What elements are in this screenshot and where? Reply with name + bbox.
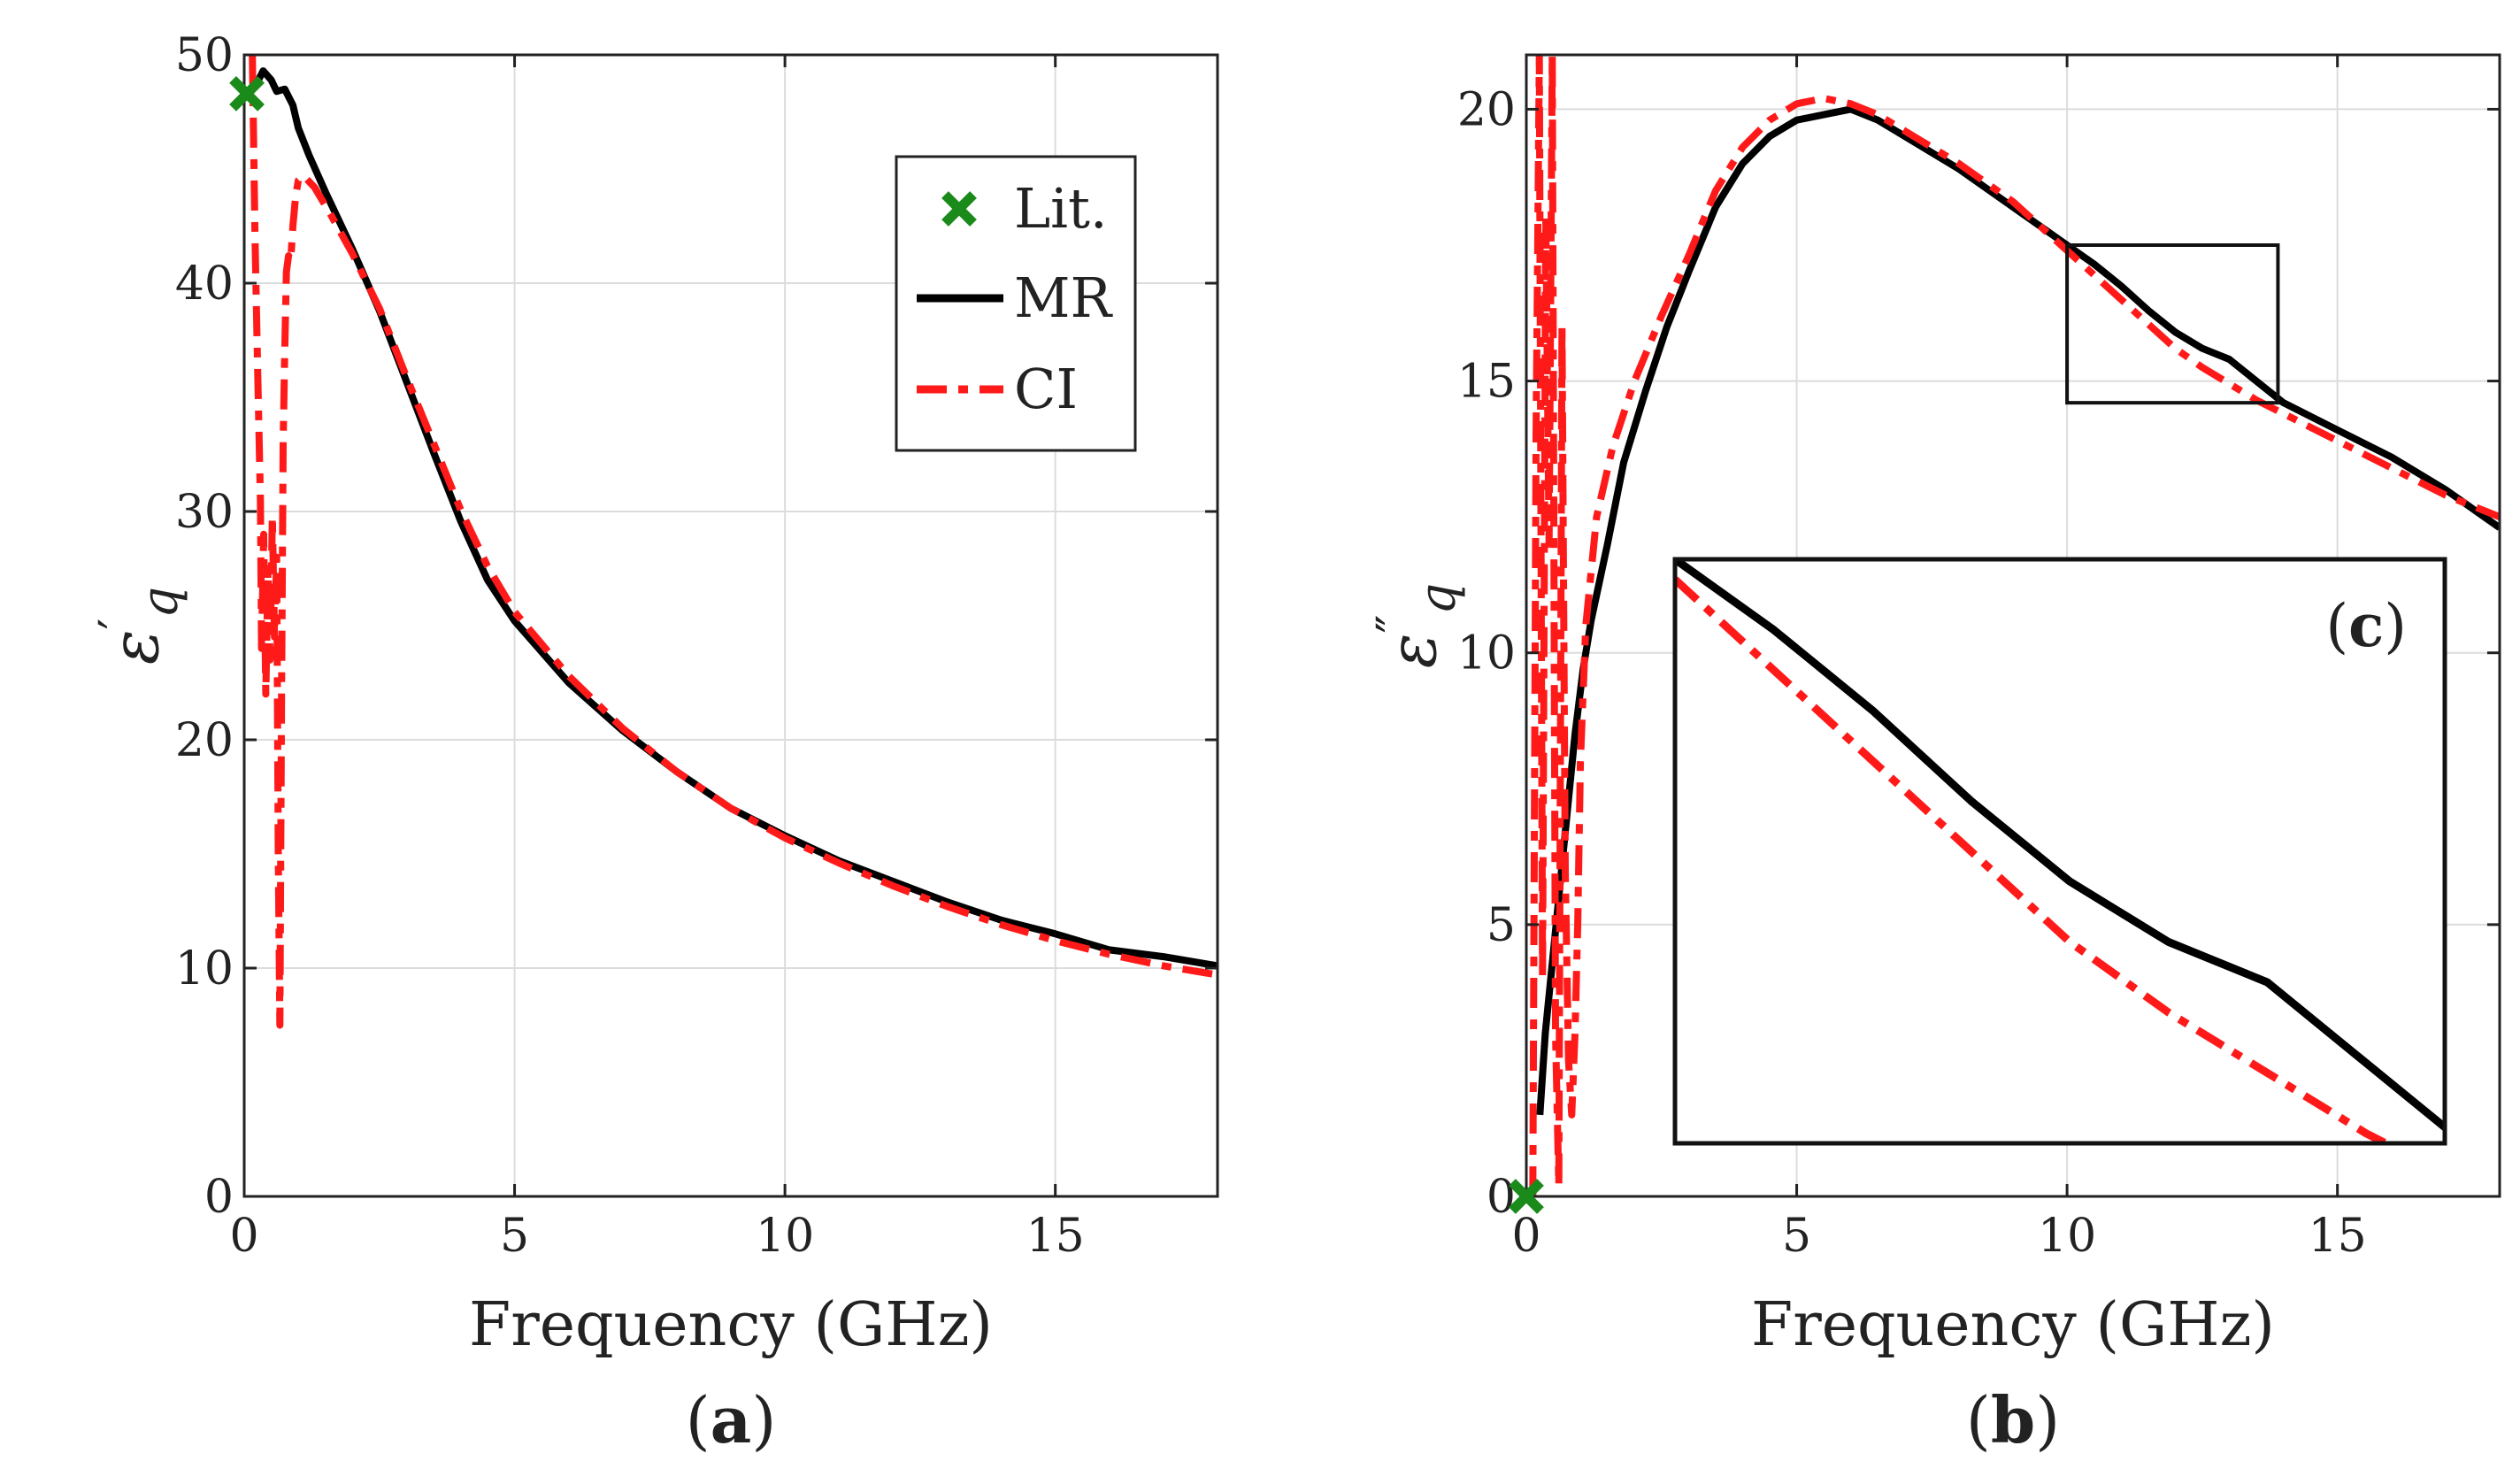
legend-box [895, 155, 1137, 452]
y-tick-label: 0 [204, 1171, 234, 1224]
x-axis-label-b: Frequency (GHz) [1751, 1290, 2275, 1360]
legend-entry-ci: CI [917, 357, 1078, 421]
y-label-b-sup: ″ [1367, 615, 1425, 634]
markers-b [1509, 1179, 1544, 1214]
x-tick-label: 0 [229, 1210, 258, 1263]
inset-label-c: (c) [2325, 591, 2407, 660]
x-tick-label: 10 [2038, 1210, 2096, 1263]
lit-marker [1509, 1179, 1544, 1214]
legend-label-mr: MR [1014, 265, 1113, 330]
panel-a: 0 5 10 15 0 10 20 30 40 50 Lit. MR CI Frequency (… [89, 29, 1219, 1457]
panel-b: 0 5 10 15 0 5 10 15 20 (c) Frequency (GHz) ε″q (… [1367, 53, 2501, 1457]
y-tick-label: 0 [1487, 1171, 1516, 1224]
y-tick-label: 50 [175, 29, 234, 82]
y-tick-label: 5 [1487, 899, 1516, 952]
y-tick-label: 10 [1457, 627, 1516, 680]
series-a [244, 55, 1218, 1029]
zoom-box [2065, 243, 2280, 405]
y-label-b-main: ε [1375, 634, 1451, 669]
y-tick-label: 20 [1457, 83, 1516, 136]
legend-label-lit: Lit. [1014, 176, 1108, 241]
legend: Lit. MR CI [895, 155, 1137, 452]
y-label-a-sub: q [132, 587, 189, 619]
inset-frame [1672, 557, 2447, 1146]
x-tick-label: 10 [756, 1210, 814, 1263]
y-axis-label-b-text: ε″q [1367, 583, 1467, 669]
inset-letter-c: c [2348, 591, 2384, 660]
x-tick-label: 15 [2309, 1210, 2367, 1263]
y-tick-label: 10 [175, 942, 234, 996]
series-line-ci [1529, 55, 2500, 1196]
panel-label-b: (b) [1966, 1382, 2061, 1457]
panel-letter-b: b [1991, 1382, 2035, 1457]
axes-frame-a [242, 53, 1219, 1198]
legend-label-ci: CI [1014, 357, 1078, 421]
ticks-a: 0 5 10 15 0 10 20 30 40 50 [175, 29, 1218, 1263]
y-label-b-sub: q [1410, 583, 1467, 615]
series-line-mr [244, 67, 1218, 970]
y-tick-label: 15 [1457, 356, 1516, 409]
y-label-a-main: ε [97, 629, 173, 665]
x-axis-label-a: Frequency (GHz) [469, 1290, 993, 1360]
y-label-a-sup: ′ [89, 619, 147, 630]
x-tick-label: 5 [1782, 1210, 1811, 1263]
y-axis-label-b: ε″q [1367, 583, 1467, 669]
y-axis-label-a: ε′q [89, 587, 189, 665]
inset-line-mr [1675, 559, 2445, 1133]
ticks-b: 0 5 10 15 0 5 10 15 20 [1457, 55, 2500, 1263]
panel-letter-a: a [711, 1382, 752, 1457]
x-tick-label: 5 [500, 1210, 529, 1263]
zoom-rectangle [2065, 243, 2280, 405]
y-tick-label: 30 [175, 486, 234, 539]
legend-entry-mr: MR [917, 265, 1113, 330]
x-tick-label: 0 [1511, 1210, 1540, 1263]
y-tick-label: 20 [175, 714, 234, 767]
series-c [1675, 559, 2445, 1143]
x-tick-label: 15 [1026, 1210, 1085, 1263]
series-b [1529, 55, 2500, 1196]
inset-c: (c) [1672, 557, 2447, 1146]
panel-label-a: (a) [686, 1382, 777, 1457]
lit-marker [229, 75, 265, 111]
y-tick-label: 40 [175, 258, 234, 311]
markers-a [229, 75, 265, 111]
legend-entry-lit: Lit. [941, 176, 1108, 241]
series-line-ci [249, 55, 1218, 1029]
y-axis-label-a-text: ε′q [89, 587, 189, 665]
legend-lit-marker [941, 191, 977, 227]
axes-frame-b [1525, 53, 2501, 1198]
